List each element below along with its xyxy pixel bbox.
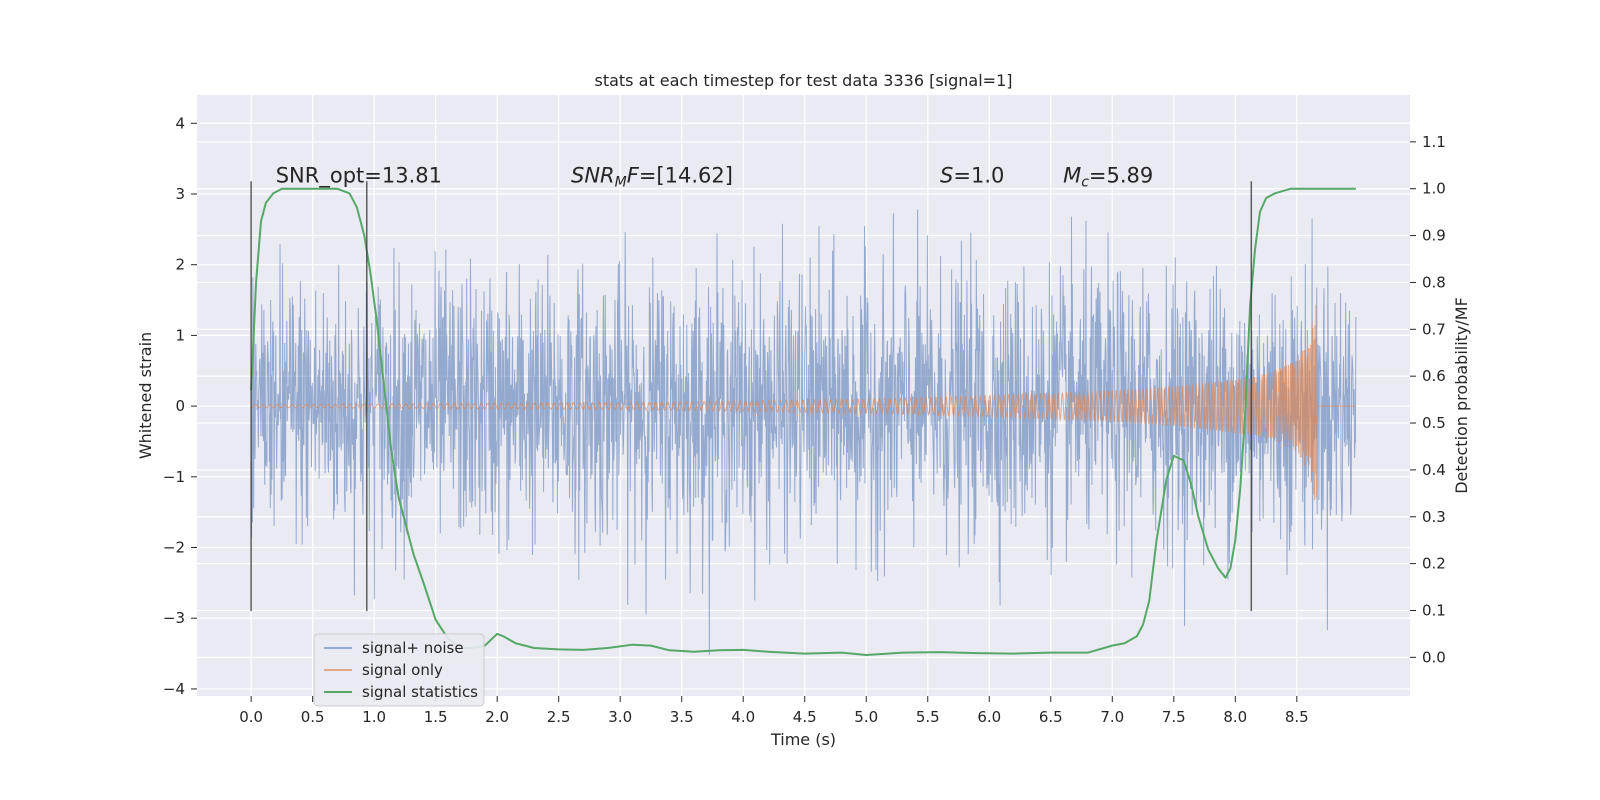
x-tick-label: 0.5 [301, 708, 325, 726]
x-axis-ticks: 0.0 0.5 1.0 1.5 2.0 2.5 3.0 3.5 4.0 4.5 5.0 5.5 6.0 6… [239, 696, 1309, 726]
y-tick-label: 2 [175, 256, 185, 274]
x-tick-label: 3.0 [608, 708, 632, 726]
y2-tick-label: 0.9 [1422, 227, 1446, 245]
y-tick-label: −1 [163, 468, 185, 486]
series-layer [250, 187, 1357, 656]
x-tick-label: 4.5 [793, 708, 817, 726]
y2-tick-label: 0.5 [1422, 414, 1446, 432]
y-tick-label: 3 [175, 185, 185, 203]
y-axis-ticks: 4 3 2 1 0 −1 −2 −3 −4 [163, 114, 197, 698]
legend-label: signal only [362, 661, 443, 679]
annotation-snr-mf: SNRMF=[14.62] [571, 164, 733, 191]
y-tick-label: 1 [175, 326, 185, 344]
y-tick-label: −2 [163, 539, 185, 557]
annotation-snr-opt: SNR_opt=13.81 [276, 164, 442, 189]
vertical-markers [250, 181, 1253, 612]
y2-tick-label: 0.4 [1422, 461, 1446, 479]
series-signal-only-line [250, 304, 1356, 501]
y-tick-label: 4 [175, 114, 185, 132]
x-tick-label: 7.0 [1100, 708, 1124, 726]
x-tick-label: 7.5 [1162, 708, 1186, 726]
annotation-s: S=1.0 [940, 164, 1004, 188]
x-tick-label: 2.0 [485, 708, 509, 726]
y2-tick-label: 0.3 [1422, 508, 1446, 526]
x-tick-label: 8.5 [1285, 708, 1309, 726]
y2-tick-label: 0.0 [1422, 648, 1446, 666]
chart-title: stats at each timestep for test data 333… [594, 71, 1012, 90]
x-tick-label: 1.0 [362, 708, 386, 726]
y2-tick-label: 1.0 [1422, 180, 1446, 198]
series-signal-noise-line [250, 209, 1357, 656]
y2-axis-label: Detection probability/MF [1452, 297, 1471, 494]
x-tick-label: 4.0 [731, 708, 755, 726]
x-axis-label: Time (s) [770, 730, 836, 749]
legend-label: signal statistics [362, 683, 478, 701]
y-tick-label: 0 [175, 397, 185, 415]
x-tick-label: 5.0 [854, 708, 878, 726]
y2-tick-label: 0.2 [1422, 555, 1446, 573]
x-tick-label: 3.5 [670, 708, 694, 726]
legend-label: signal+ noise [362, 639, 464, 657]
y2-tick-label: 0.8 [1422, 273, 1446, 291]
annotation-mc: Mc=5.89 [1063, 164, 1153, 191]
y2-tick-label: 0.1 [1422, 601, 1446, 619]
legend-box [313, 633, 485, 707]
y2-axis-ticks: 0.0 0.1 0.2 0.3 0.4 0.5 0.6 0.7 0.8 0.9 1.0 1.1 [1410, 133, 1446, 666]
x-tick-label: 6.0 [977, 708, 1001, 726]
series-signal-statistics-line [250, 187, 1356, 656]
annotations: SNR_opt=13.81 SNRMF=[14.62] S=1.0 Mc=5.8… [276, 164, 1154, 191]
x-tick-label: 1.5 [424, 708, 448, 726]
y-tick-label: −3 [163, 609, 185, 627]
y-tick-label: −4 [163, 680, 185, 698]
legend: signal+ noise signal only signal statistic… [313, 633, 485, 707]
y-axis-label: Whitened strain [136, 332, 155, 459]
x-tick-label: 0.0 [239, 708, 263, 726]
x-tick-label: 8.0 [1223, 708, 1247, 726]
x-tick-label: 6.5 [1039, 708, 1063, 726]
y2-tick-label: 0.6 [1422, 367, 1446, 385]
y2-tick-label: 0.7 [1422, 320, 1446, 338]
x-tick-label: 2.5 [547, 708, 571, 726]
x-tick-label: 5.5 [916, 708, 940, 726]
y2-tick-label: 1.1 [1422, 133, 1446, 151]
